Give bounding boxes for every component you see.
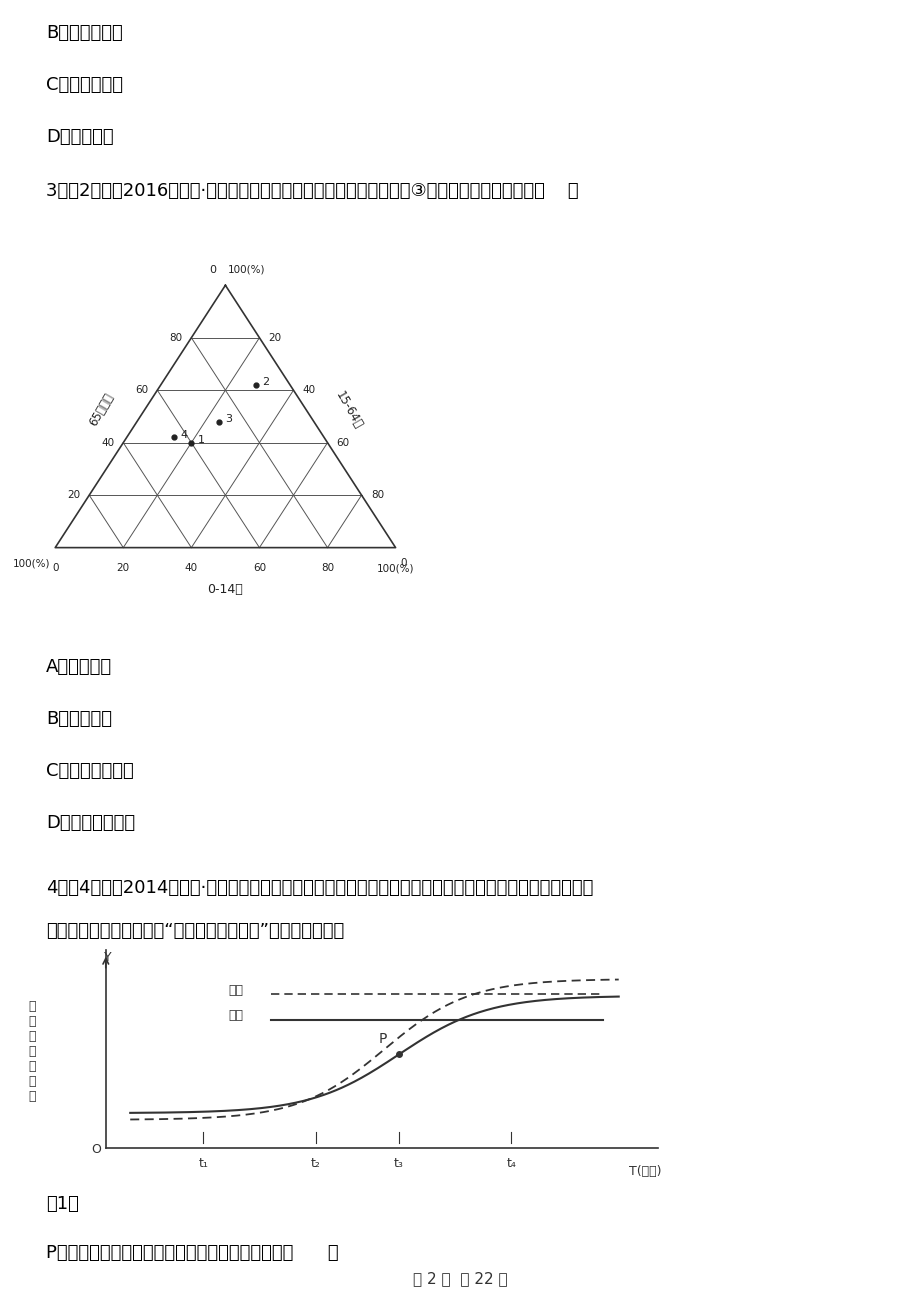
Text: P点之后，人口老龄化城乡差异变化的主要成因是（      ）: P点之后，人口老龄化城乡差异变化的主要成因是（ ） <box>46 1243 338 1262</box>
Text: t₂: t₂ <box>311 1156 321 1169</box>
Text: 2: 2 <box>262 378 269 388</box>
Text: D．鼓励人员出国: D．鼓励人员出国 <box>46 814 135 832</box>
Text: 人
口
老
龄
化
程
度: 人 口 老 龄 化 程 度 <box>28 1000 36 1103</box>
Text: 3．（2分）（2016高一下·衡阳期中）为实现经济的可持续发展，图中③国应采取的相应措施是（    ）: 3．（2分）（2016高一下·衡阳期中）为实现经济的可持续发展，图中③国应采取的… <box>46 182 578 201</box>
Text: 80: 80 <box>169 333 182 342</box>
Text: B．计划生育: B．计划生育 <box>46 710 112 728</box>
Text: t₁: t₁ <box>199 1156 209 1169</box>
Text: （1）: （1） <box>46 1195 79 1213</box>
Text: Y: Y <box>105 950 112 963</box>
Text: 4．（4分）（2014高一下·临沂月考）随着人口老龄化的加速推进，我国农村地区应对人口老龄化面临的问题: 4．（4分）（2014高一下·临沂月考）随着人口老龄化的加速推进，我国农村地区应… <box>46 879 593 897</box>
Text: 65岁以上: 65岁以上 <box>87 391 116 428</box>
Text: P: P <box>378 1032 386 1046</box>
Text: t₄: t₄ <box>505 1156 516 1169</box>
Text: t₃: t₃ <box>393 1156 403 1169</box>
Text: B．人口死亡率: B．人口死亡率 <box>46 23 122 42</box>
Text: 60: 60 <box>253 564 266 573</box>
Text: 0: 0 <box>209 264 216 275</box>
Text: O: O <box>91 1143 101 1156</box>
Text: C．采取移民政策: C．采取移民政策 <box>46 762 133 780</box>
Text: 城市: 城市 <box>229 1009 244 1022</box>
Text: 60: 60 <box>135 385 148 396</box>
Text: 100(%): 100(%) <box>228 264 266 275</box>
Text: 3: 3 <box>225 414 232 424</box>
Text: 0: 0 <box>51 564 59 573</box>
Text: 人口老龄化“城乡差异转变模型”: 人口老龄化“城乡差异转变模型” <box>268 1122 403 1138</box>
Text: 40: 40 <box>185 564 198 573</box>
Text: 40: 40 <box>302 385 315 396</box>
Text: 20: 20 <box>67 490 80 500</box>
Text: 4: 4 <box>180 430 187 440</box>
Text: 80: 80 <box>370 490 383 500</box>
Text: 1: 1 <box>198 435 205 445</box>
Text: 20: 20 <box>268 333 281 342</box>
Text: A．鼓励生育: A．鼓励生育 <box>46 658 112 676</box>
Text: 15-64岁: 15-64岁 <box>333 389 365 431</box>
Text: 40: 40 <box>101 437 114 448</box>
Text: 20: 20 <box>117 564 130 573</box>
Text: 0: 0 <box>400 559 406 568</box>
Text: 100(%): 100(%) <box>377 564 414 573</box>
Text: 60: 60 <box>336 437 349 448</box>
Text: 80: 80 <box>321 564 334 573</box>
Text: 第 2 页  共 22 页: 第 2 页 共 22 页 <box>413 1271 506 1286</box>
Text: D．人口总数: D．人口总数 <box>46 128 114 146</box>
Text: 100(%): 100(%) <box>13 559 51 568</box>
Text: 更为严峻．读人口老龄化“城乡差异转变模型”图，回答下题．: 更为严峻．读人口老龄化“城乡差异转变模型”图，回答下题． <box>46 922 344 940</box>
Text: 0-14岁: 0-14岁 <box>208 583 243 596</box>
Text: C．社会生产力: C．社会生产力 <box>46 76 123 94</box>
Text: 农村: 农村 <box>229 983 244 996</box>
Text: T(时间): T(时间) <box>629 1165 661 1178</box>
